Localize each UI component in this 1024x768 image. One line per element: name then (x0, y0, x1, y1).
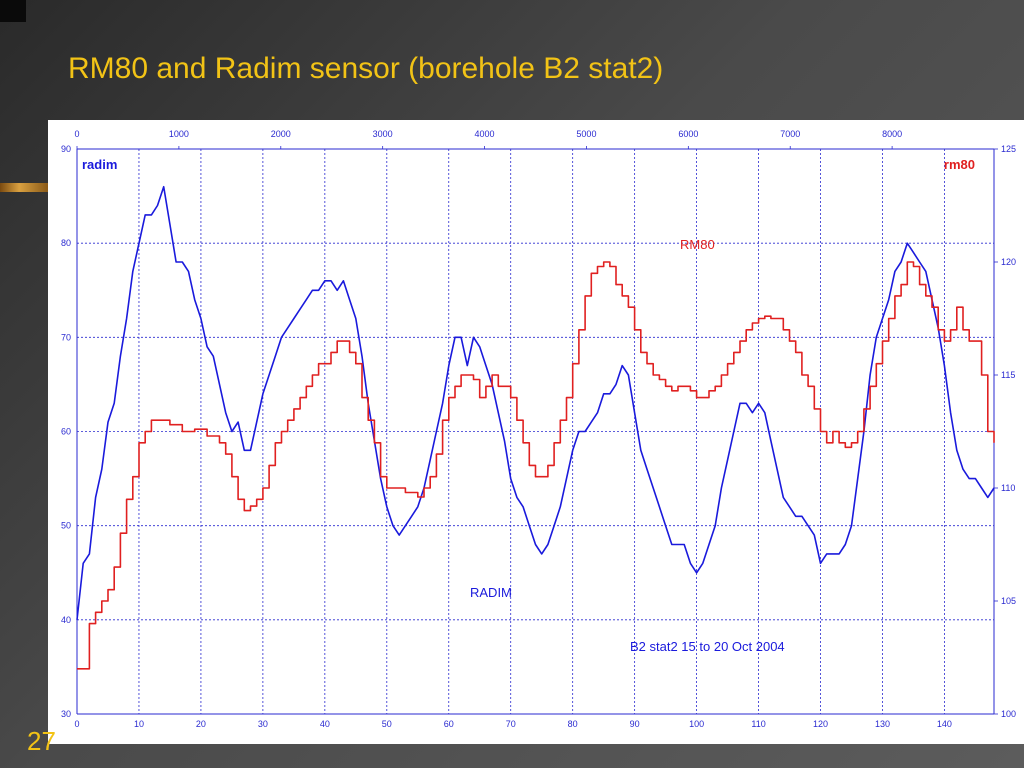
x-bottom-tick-label: 110 (751, 719, 765, 729)
y-right-tick-label: 100 (1001, 709, 1016, 719)
x-top-tick-label: 3000 (373, 129, 393, 139)
y-left-tick-label: 90 (61, 144, 71, 154)
radim-series-line (76, 185, 995, 620)
x-bottom-tick-label: 90 (630, 719, 640, 729)
page-number: 27 (27, 726, 56, 756)
x-bottom-tick-label: 100 (689, 719, 704, 729)
y-left-tick-label: 30 (61, 709, 71, 719)
x-bottom-tick-label: 40 (320, 719, 330, 729)
y-left-tick-label: 60 (61, 427, 71, 437)
corner-block (0, 0, 26, 22)
y-right-tick-label: 105 (1001, 596, 1016, 606)
tick-labels: 0 10 20 30 40 50 60 70 80 90 100 110 120 130 140 0 1000 2… (61, 129, 1016, 729)
x-top-tick-label: 0 (74, 129, 79, 139)
y-left-tick-label: 80 (61, 238, 71, 248)
y-right-tick-label: 125 (1001, 144, 1016, 154)
left-axis-label: radim (82, 157, 117, 172)
decorative-side-bar (0, 183, 48, 192)
radim-series-label: RADIM (470, 585, 512, 600)
x-bottom-tick-label: 20 (196, 719, 206, 729)
chart-frame: 0 10 20 30 40 50 60 70 80 90 100 110 120 130 140 0 1000 2… (48, 120, 1024, 744)
x-top-tick-label: 8000 (882, 129, 902, 139)
rm80-series-label: RM80 (680, 237, 715, 252)
x-top-tick-label: 4000 (475, 129, 495, 139)
x-top-tick-label: 5000 (576, 129, 596, 139)
y-left-tick-label: 40 (61, 615, 71, 625)
x-bottom-tick-label: 50 (382, 719, 392, 729)
rm80-series-line (77, 261, 995, 670)
axis-lines (76, 146, 998, 715)
x-top-tick-label: 7000 (780, 129, 800, 139)
x-top-tick-label: 2000 (271, 129, 291, 139)
x-bottom-tick-label: 80 (568, 719, 578, 729)
y-right-tick-label: 115 (1001, 370, 1015, 380)
x-bottom-tick-label: 30 (258, 719, 268, 729)
slide-title: RM80 and Radim sensor (borehole B2 stat2… (68, 52, 664, 85)
x-bottom-tick-label: 0 (74, 719, 79, 729)
y-left-tick-label: 50 (61, 521, 71, 531)
x-bottom-tick-label: 120 (813, 719, 828, 729)
chart-caption: B2 stat2 15 to 20 Oct 2004 (630, 639, 785, 654)
x-bottom-tick-label: 130 (875, 719, 890, 729)
x-top-tick-label: 1000 (169, 129, 189, 139)
y-right-tick-label: 120 (1001, 257, 1016, 267)
x-bottom-tick-label: 140 (937, 719, 952, 729)
series-lines (76, 185, 995, 670)
x-top-tick-label: 6000 (678, 129, 698, 139)
x-bottom-tick-label: 60 (444, 719, 454, 729)
y-right-tick-label: 110 (1001, 483, 1015, 493)
line-chart: 0 10 20 30 40 50 60 70 80 90 100 110 120 130 140 0 1000 2… (61, 129, 1016, 729)
grid-lines (76, 148, 994, 715)
right-axis-label: rm80 (944, 157, 975, 172)
y-left-tick-label: 70 (61, 332, 71, 342)
x-bottom-tick-label: 70 (506, 719, 516, 729)
x-bottom-tick-label: 10 (134, 719, 144, 729)
